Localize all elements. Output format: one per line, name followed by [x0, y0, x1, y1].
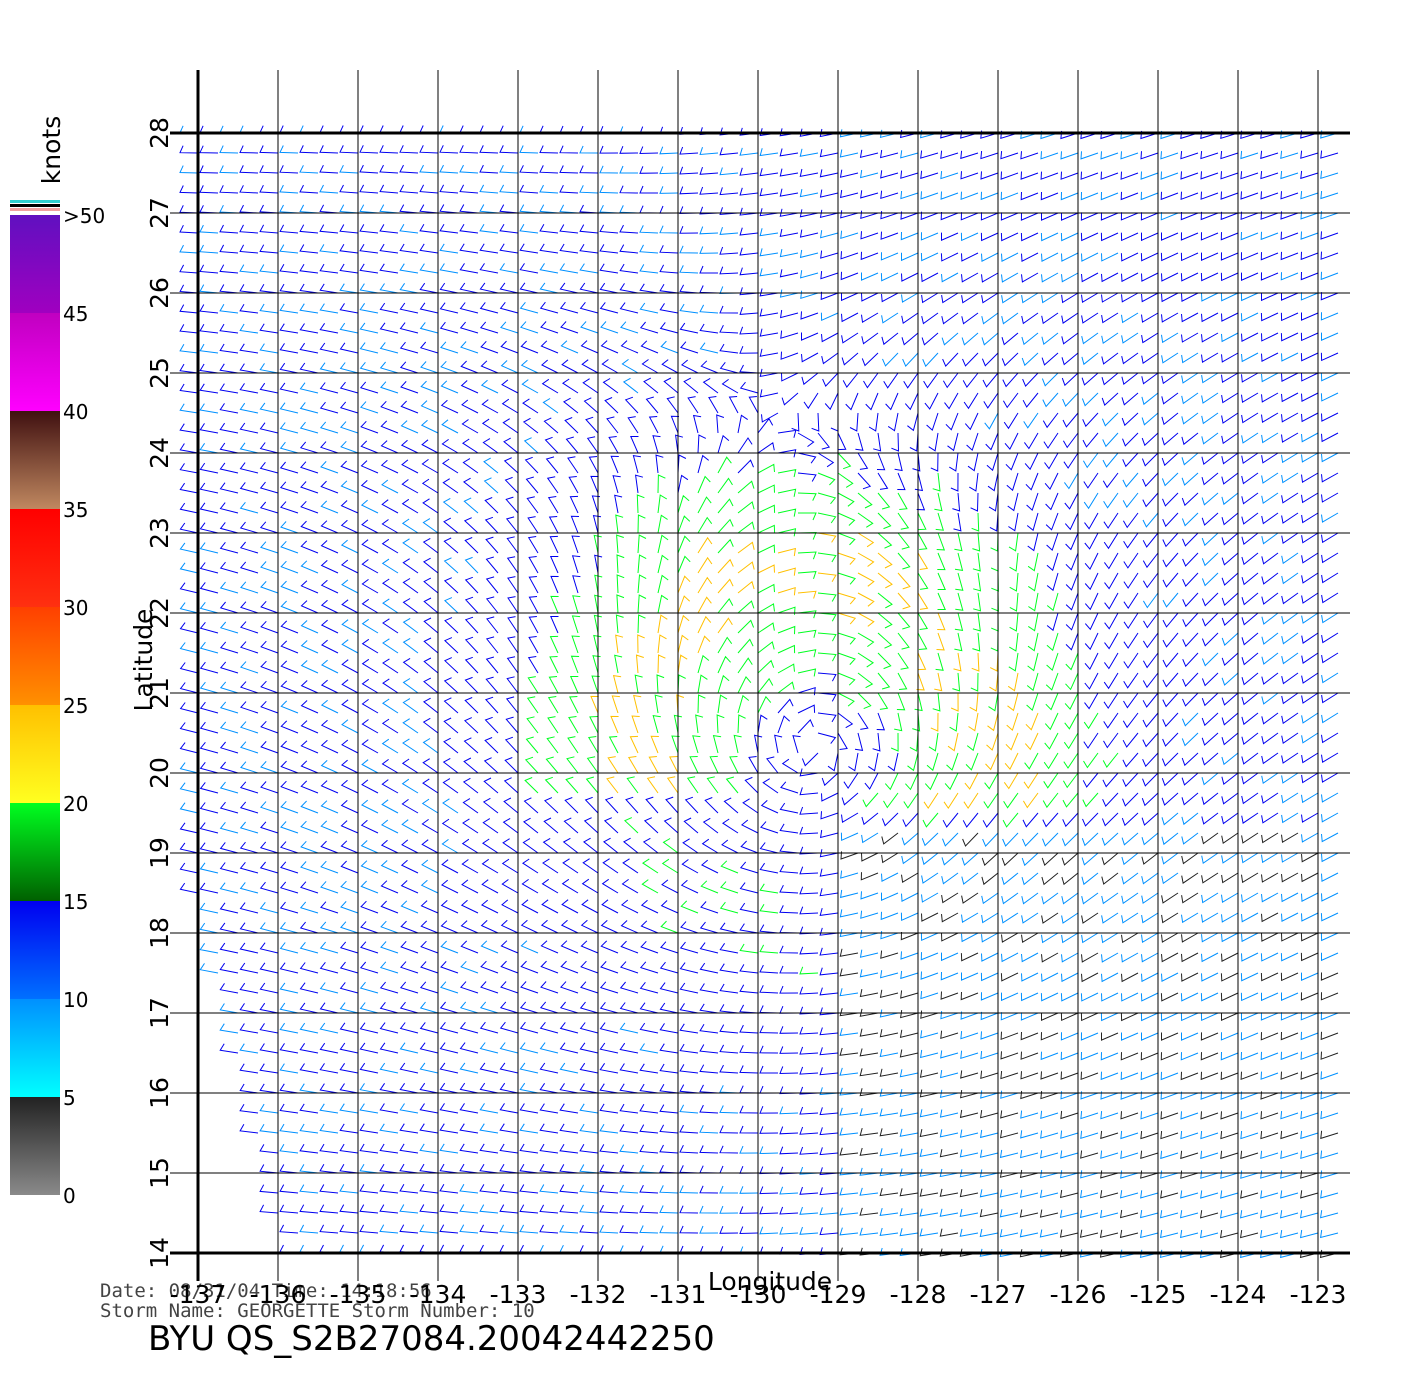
x-tick-label: -137 — [170, 1280, 227, 1309]
colorbar-tick-label: 15 — [63, 890, 88, 914]
x-axis-label: Longitude — [708, 1267, 832, 1296]
x-tick-label: -126 — [1050, 1280, 1107, 1309]
y-tick-label: 28 — [145, 117, 174, 149]
colorbar-band — [10, 999, 60, 1097]
x-tick-label: -134 — [410, 1280, 467, 1309]
y-tick-label: 17 — [145, 997, 174, 1029]
colorbar-cap — [10, 204, 60, 207]
colorbar-tick-label: 35 — [63, 498, 88, 522]
y-tick-label: 27 — [145, 197, 174, 229]
colorbar-band — [10, 705, 60, 803]
x-tick-label: -136 — [250, 1280, 307, 1309]
colorbar-band — [10, 411, 60, 509]
colorbar-tick-label: 45 — [63, 302, 88, 326]
colorbar-band — [10, 901, 60, 999]
y-tick-label: 22 — [145, 597, 174, 629]
wind-barb-field — [179, 125, 1339, 1259]
wind-barbs — [590, 532, 1039, 810]
x-tick-label: -133 — [490, 1280, 547, 1309]
footer-date: Date: 08/31/04 Time: 14:18:56 — [100, 1280, 432, 1302]
wind-barbs — [524, 452, 1119, 975]
y-tick-label: 16 — [145, 1077, 174, 1109]
x-tick-label: -129 — [810, 1280, 867, 1309]
y-tick-label: 24 — [145, 437, 174, 469]
y-tick-label: 21 — [145, 677, 174, 709]
y-tick-label: 18 — [145, 917, 174, 949]
colorbar-tick-label: 20 — [63, 792, 88, 816]
x-tick-label: -132 — [570, 1280, 627, 1309]
y-tick-label: 25 — [145, 357, 174, 389]
x-tick-label: -131 — [650, 1280, 707, 1309]
y-tick-label: 19 — [145, 837, 174, 869]
colorbar-tick-label: 10 — [63, 988, 88, 1012]
x-tick-label: -128 — [890, 1280, 947, 1309]
colorbar-band — [10, 313, 60, 411]
colorbar-band — [10, 607, 60, 705]
x-tick-label: -135 — [330, 1280, 387, 1309]
y-tick-label: 20 — [145, 757, 174, 789]
colorbar-tick-label: 25 — [63, 694, 88, 718]
x-tick-label: -130 — [730, 1280, 787, 1309]
x-tick-label: -127 — [970, 1280, 1027, 1309]
x-tick-label: -124 — [1210, 1280, 1267, 1309]
colorbar-band — [10, 1097, 60, 1195]
y-tick-label: 23 — [145, 517, 174, 549]
x-tick-label: -125 — [1130, 1280, 1187, 1309]
colorbar-tick-label: 30 — [63, 596, 88, 620]
y-tick-label: 15 — [145, 1157, 174, 1189]
colorbar-band — [10, 215, 60, 313]
footer-storm: Storm Name: GEORGETTE Storm Number: 10 — [100, 1300, 535, 1322]
y-tick-label: 14 — [145, 1237, 174, 1269]
colorbar-band — [10, 803, 60, 901]
colorbar-band — [10, 509, 60, 607]
colorbar-tick-label: 0 — [63, 1184, 76, 1208]
y-axis-label: Latitude — [129, 609, 158, 712]
colorbar-tick-label: 40 — [63, 400, 88, 424]
wind-barbs — [179, 125, 1339, 1256]
colorbar-tick-label: 5 — [63, 1086, 76, 1110]
colorbar-cap — [10, 200, 60, 203]
product-id: BYU QS_S2B27084.20042442250 — [148, 1319, 715, 1359]
x-tick-label: -123 — [1290, 1280, 1347, 1309]
colorbar-title: knots — [37, 116, 66, 184]
y-tick-label: 26 — [145, 277, 174, 309]
wind-barbs — [839, 832, 1339, 1259]
colorbar-tick-label: >50 — [63, 204, 105, 228]
colorbar-cap — [10, 208, 60, 211]
